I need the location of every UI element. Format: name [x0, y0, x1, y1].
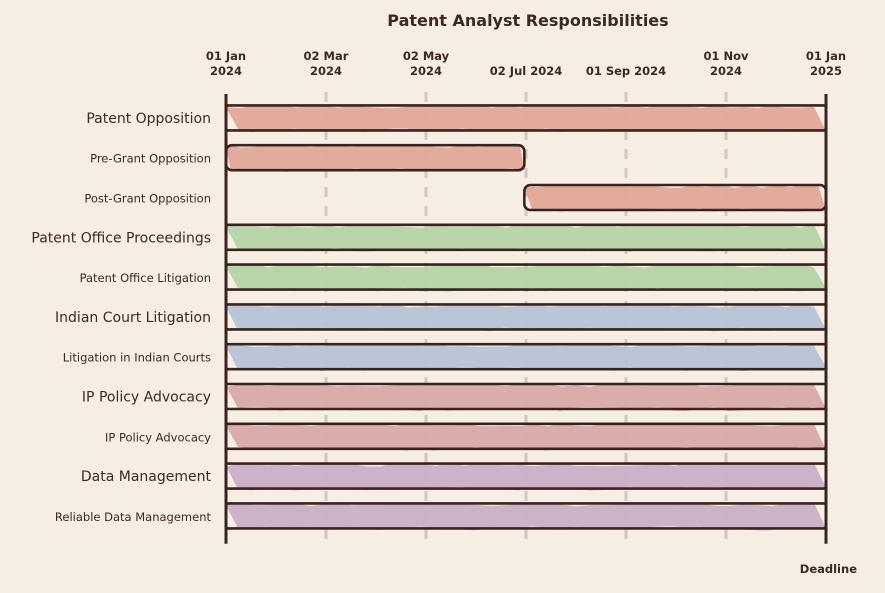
bar-fill — [226, 263, 826, 292]
row-label: IP Policy Advocacy — [82, 390, 211, 406]
row-label: Reliable Data Management — [55, 510, 212, 524]
row-label: Litigation in Indian Courts — [63, 351, 211, 365]
bar-fill — [226, 104, 826, 133]
row-label: Patent Office Proceedings — [31, 230, 211, 246]
bar-fill — [226, 383, 826, 411]
row-label: Pre-Grant Opposition — [90, 152, 211, 166]
row-label: IP Policy Advocacy — [105, 430, 211, 444]
x-axis-ticks: 01 Jan 2024 02 Mar 2024 02 May 2024 02 Jul 202… — [206, 49, 846, 78]
axes: Deadline — [224, 94, 857, 576]
bar-fill — [226, 144, 525, 173]
x-tick-label: 02 May 2024 — [403, 49, 450, 78]
x-tick-label: 02 Mar 2024 — [304, 49, 349, 78]
row-label: Data Management — [81, 469, 212, 485]
bar-fill — [226, 422, 826, 451]
row-label: Patent Office Litigation — [80, 271, 211, 285]
bar-fill — [226, 303, 826, 332]
bar-fill — [226, 343, 826, 372]
x-tick-label: 01 Nov 2024 — [703, 49, 749, 78]
row-label: Indian Court Litigation — [55, 310, 211, 326]
deadline-label: Deadline — [800, 562, 857, 576]
row-label: Patent Opposition — [86, 111, 211, 127]
row-label: Post-Grant Opposition — [84, 192, 211, 206]
x-tick-label: 01 Jan 2024 — [206, 49, 246, 78]
x-tick-label: 01 Jan 2025 — [806, 49, 846, 78]
bar-fill — [226, 462, 826, 491]
x-tick-label: 01 Sep 2024 — [586, 64, 666, 78]
row-labels: Patent Opposition Pre-Grant Opposition Pos… — [31, 111, 211, 524]
chart-title: Patent Analyst Responsibilities — [387, 11, 668, 30]
bar-fill — [226, 502, 826, 531]
bar-fill — [524, 184, 826, 212]
x-tick-label: 02 Jul 2024 — [490, 64, 562, 78]
bar-fill — [226, 223, 826, 252]
